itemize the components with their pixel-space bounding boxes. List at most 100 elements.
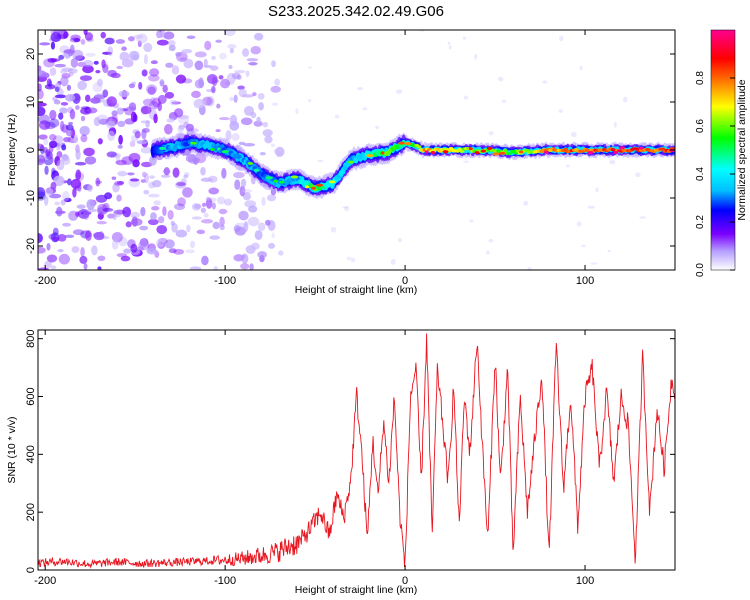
spectrogram-noise-cell (80, 115, 86, 122)
spectrogram-noise-cell (82, 60, 94, 67)
spectrogram-noise-cell (162, 84, 168, 93)
colorbar-tick-label: 0.8 (695, 71, 706, 85)
spectrogram-noise-cell (375, 125, 380, 130)
spectrogram-peak-cell (618, 146, 626, 150)
spectrogram-noise-cell (49, 133, 57, 141)
spectrogram-noise-cell (74, 161, 87, 166)
spectrogram-noise-cell (204, 40, 212, 51)
spectrogram-noise-cell (330, 226, 337, 233)
spectrogram-noise-cell (170, 220, 175, 226)
spectrogram-noise-cell (151, 206, 160, 211)
spectrogram-noise-cell (350, 257, 356, 263)
spectrogram-noise-cell (157, 101, 162, 112)
spectrogram-noise-cell (127, 172, 135, 176)
spectrogram-noise-cell (141, 128, 150, 133)
chart-title: S233.2025.342.02.49.G06 (268, 3, 444, 20)
spectrogram-noise-cell (200, 207, 207, 214)
spectrogram-noise-cell (209, 235, 221, 240)
spectrogram-noise-cell (95, 70, 101, 74)
spectrogram-noise-cell (206, 196, 211, 201)
spectrogram-noise-cell (194, 51, 207, 58)
spectrogram-noise-cell (38, 233, 43, 244)
spectrogram-noise-cell (83, 262, 88, 270)
snr-y-tick-label: 0 (25, 567, 37, 573)
spectrogram-noise-cell (164, 91, 175, 99)
spectrogram-noise-cell (175, 52, 182, 57)
spectrogram-noise-cell (357, 87, 364, 91)
spectrogram-noise-cell (342, 206, 349, 209)
spectrogram-peak-cell (290, 175, 299, 179)
spectrogram-noise-cell (111, 239, 119, 250)
spectrogram-noise-cell (234, 179, 241, 191)
spectrogram-noise-cell (250, 46, 261, 55)
spectrogram-noise-cell (149, 68, 160, 77)
spectrogram-noise-cell (211, 202, 216, 210)
spectrogram-noise-cell (191, 216, 202, 220)
spectrogram-noise-cell (142, 98, 154, 107)
spectrogram-noise-cell (53, 175, 65, 187)
spectrogram-noise-cell (177, 197, 186, 207)
spectrogram-noise-cell (167, 209, 174, 220)
spectrogram-noise-cell (253, 120, 263, 127)
spectrogram-noise-cell (163, 167, 170, 176)
spectrogram-noise-cell (116, 65, 124, 70)
colorbar-tick-label: 0.4 (695, 167, 706, 181)
spectrogram-noise-cell (463, 160, 470, 163)
spectrogram-noise-cell (50, 265, 57, 270)
spectrogram-noise-cell (43, 195, 49, 206)
spectrogram-noise-cell (216, 196, 226, 205)
spectrogram-noise-cell (200, 166, 206, 176)
spectrogram-noise-cell (211, 55, 216, 60)
spectrogram-noise-cell (579, 65, 583, 71)
spectrogram-noise-cell (295, 108, 299, 115)
spectrogram-noise-cell (85, 94, 91, 103)
spectrogram-noise-cell (53, 99, 61, 105)
spectrogram-noise-cell (639, 216, 647, 219)
spectrogram-noise-cell (38, 134, 48, 140)
spectrogram-noise-cell (54, 201, 60, 206)
spectrogram-noise-cell (82, 209, 90, 220)
spectrogram-noise-cell (231, 72, 241, 80)
colorbar: 0.0 0.2 0.4 0.6 0.8 Normalized spectral ampl… (695, 29, 748, 277)
spectrogram-noise-cell (107, 130, 115, 142)
spectrogram-noise-cell (191, 157, 201, 163)
spectrogram-noise-cell (38, 70, 47, 78)
spectrogram-noise-cell (497, 76, 504, 82)
spectrogram-y-label: Frequency (Hz) (6, 114, 18, 186)
spectrogram-noise-cell (185, 123, 195, 132)
spectrogram-noise-cell (191, 203, 201, 211)
spectrogram-noise-cell (143, 42, 153, 53)
spectrogram-noise-cell (50, 181, 57, 190)
spectrogram-noise-cell (75, 169, 82, 181)
spectrogram-noise-cell (38, 106, 46, 117)
spectrogram-noise-cell (83, 147, 95, 157)
spectrogram-noise-cell (70, 57, 78, 68)
spectrogram-noise-cell (218, 75, 224, 80)
spectrogram-noise-cell (158, 216, 165, 224)
spectrogram-noise-cell (542, 80, 548, 84)
spectrogram-noise-cell (146, 84, 158, 94)
spectrogram-peak-cell (613, 150, 619, 154)
spectrogram-peak-cell (398, 141, 405, 145)
spectrogram-noise-cell (176, 182, 186, 187)
spectrogram-noise-cell (79, 125, 90, 136)
spectrogram-peak-cell (316, 183, 324, 187)
spectrogram-noise-cell (469, 219, 474, 223)
spectrogram-noise-cell (240, 178, 247, 188)
spectrogram-noise-cell (164, 123, 173, 135)
spectrogram-peak-cell (519, 150, 524, 154)
spectrogram-noise-cell (186, 35, 196, 40)
spectrogram-noise-cell (116, 107, 124, 115)
spectrogram-noise-cell (238, 210, 249, 221)
spectrogram-noise-cell (218, 208, 228, 215)
spectrogram-noise-cell (194, 203, 202, 209)
spectrogram-noise-cell (264, 135, 273, 144)
spectrogram-noise-cell (100, 31, 106, 39)
spectrogram-noise-cell (49, 193, 62, 199)
snr-series-line (38, 333, 675, 569)
spectrogram-x-ticks: -200 -100 0 100 (34, 30, 594, 287)
spectrogram-noise-cell (576, 221, 582, 227)
spectrogram-noise-cell (63, 31, 68, 39)
spectrogram-noise-cell (274, 78, 281, 86)
spectrogram-noise-cell (223, 30, 236, 37)
